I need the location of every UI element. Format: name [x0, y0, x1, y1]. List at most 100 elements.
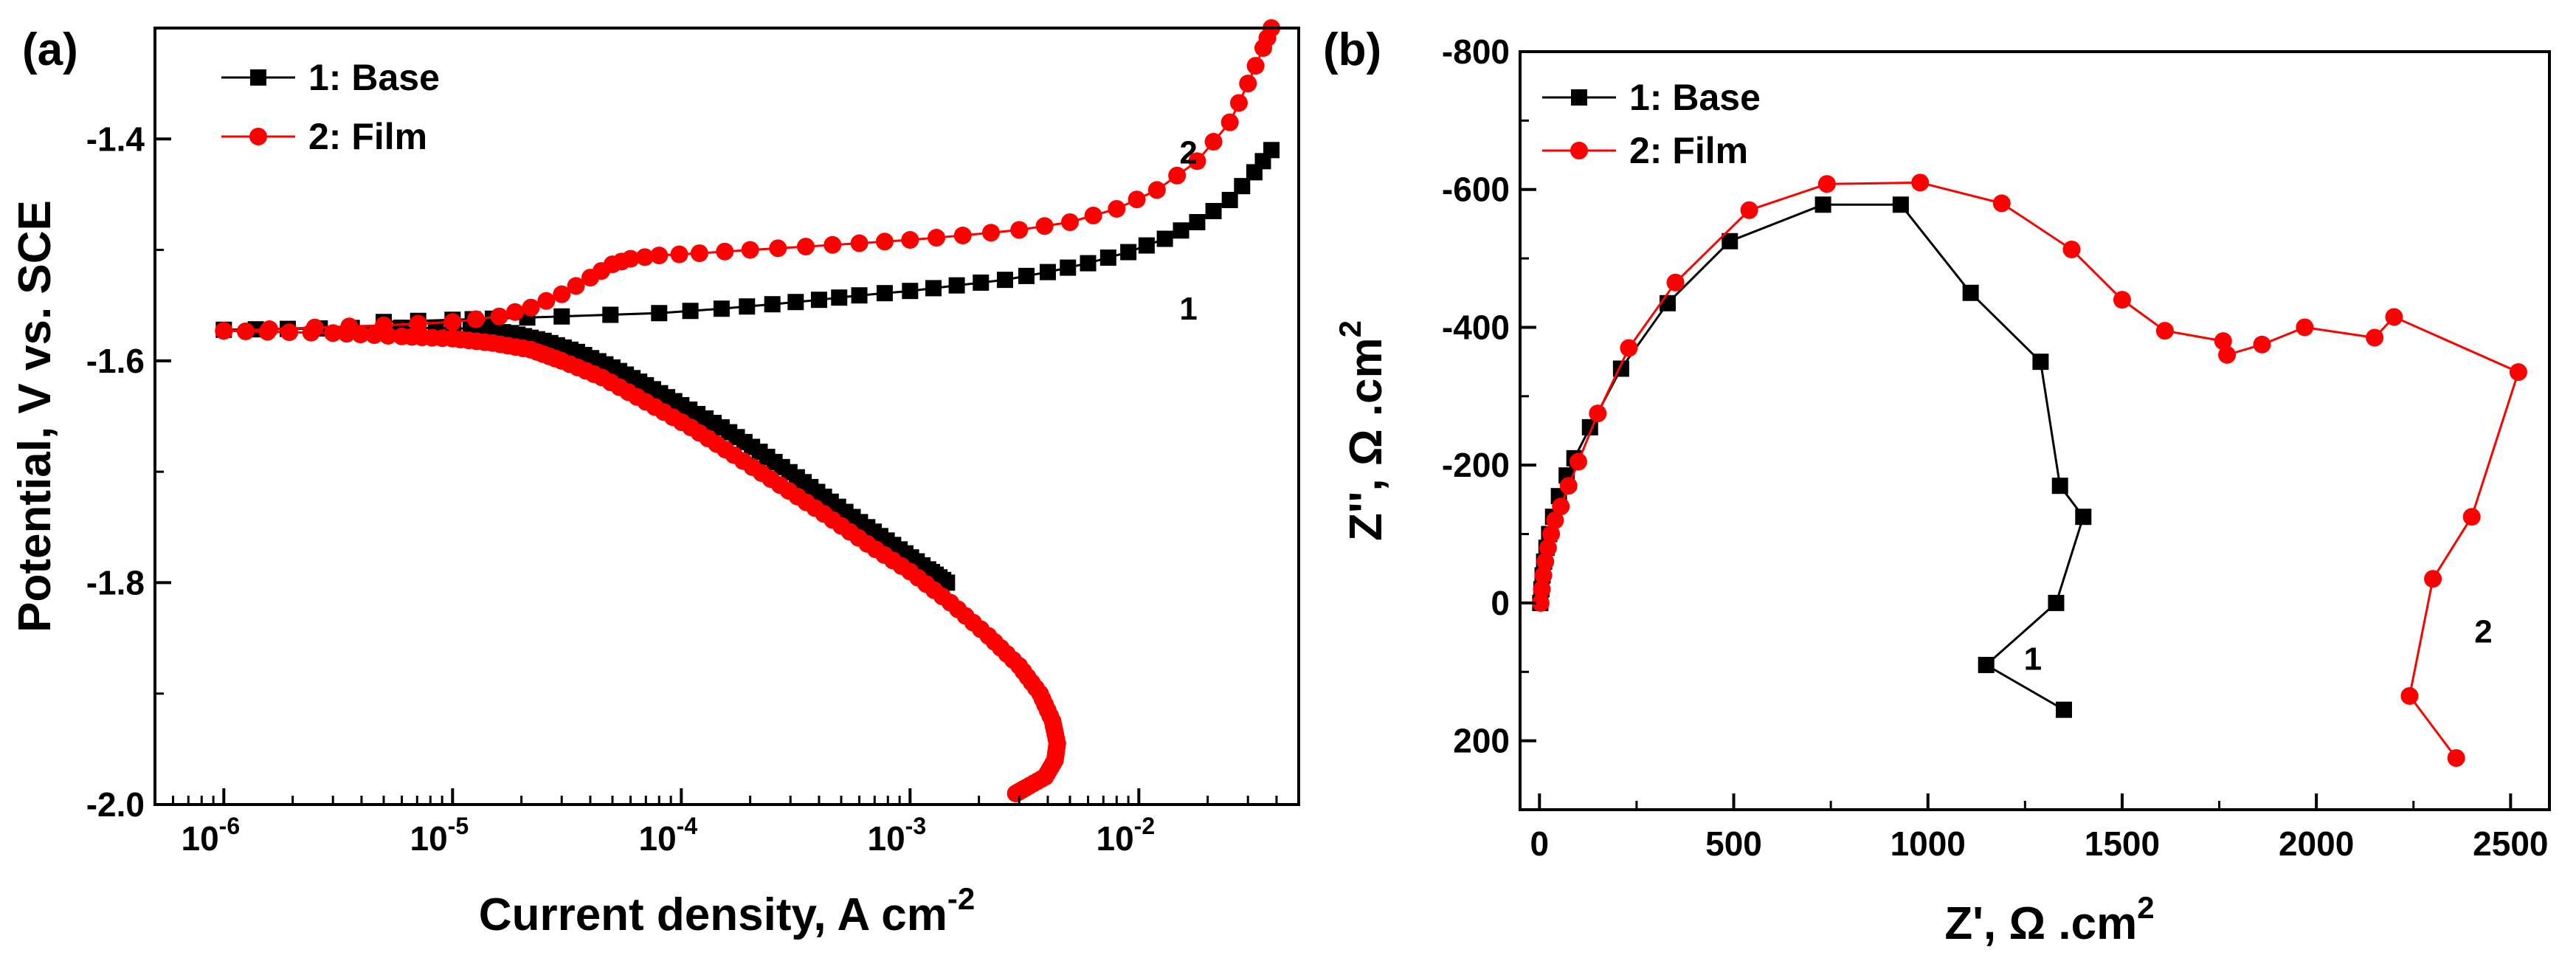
data-point [787, 294, 804, 311]
data-point [2509, 363, 2527, 382]
x-tick-label: 10-2 [1097, 813, 1156, 858]
data-point [1108, 199, 1126, 218]
series-a-0 [376, 142, 1280, 331]
curve-label: 2 [1179, 134, 1197, 170]
data-point [621, 249, 640, 268]
series-line [1539, 203, 2085, 711]
data-point [670, 245, 688, 264]
data-point [1035, 217, 1054, 235]
data-point [2218, 345, 2237, 364]
x-tick-label: 1500 [2085, 824, 2160, 863]
x-tick-label: 0 [1530, 824, 1550, 863]
data-point [739, 298, 756, 315]
data-point [925, 280, 942, 297]
x-axis-title: Z', Ω .cm2 [1944, 890, 2154, 949]
data-point [1234, 178, 1251, 195]
data-point [236, 322, 255, 340]
y-axis-title: Z'', Ω .cm2 [1333, 320, 1392, 541]
y-tick-label: -2.0 [86, 785, 145, 824]
legend-marker [1570, 142, 1588, 159]
y-tick-label: -800 [1442, 32, 1510, 71]
legend-a: 1: Base 2: Film [221, 57, 440, 157]
data-point [553, 285, 571, 303]
data-point [2062, 240, 2081, 258]
data-point [1156, 230, 1173, 247]
data-point [796, 238, 815, 256]
data-point [981, 224, 1000, 242]
data-point [337, 325, 356, 343]
data-point [2032, 354, 2049, 371]
data-point [1188, 152, 1206, 170]
data-point [2424, 570, 2442, 588]
data-point [2048, 594, 2065, 611]
data-point [850, 234, 869, 252]
series-a-3 [215, 322, 1066, 802]
data-point [1666, 273, 1685, 292]
data-point [741, 241, 759, 259]
data-point [379, 326, 397, 345]
data-point [1138, 237, 1155, 254]
data-point [823, 235, 842, 254]
data-point [1006, 784, 1025, 802]
data-point [953, 227, 972, 245]
data-point [2055, 701, 2072, 718]
data-point [1173, 222, 1189, 239]
x-axis-title-sup: -2 [947, 881, 975, 916]
series-line [383, 149, 1273, 323]
x-tick-exponent: -2 [1134, 813, 1155, 839]
panel-label-a: (a) [22, 24, 78, 75]
data-point [1911, 173, 1930, 192]
data-point [324, 324, 342, 342]
legend-b: 1: Base 2: Film [1542, 77, 1761, 171]
data-point [1246, 57, 1265, 75]
data-point [810, 292, 827, 309]
data-point [1533, 580, 1551, 599]
x-tick-base: 10 [410, 819, 448, 858]
legend-marker [1571, 89, 1587, 106]
data-point [1263, 142, 1280, 159]
data-point [1589, 404, 1607, 423]
x-tick-base: 10 [182, 819, 219, 858]
data-point [2214, 332, 2232, 351]
x-tick-exponent: -6 [219, 813, 240, 839]
x-tick-label: 10-5 [410, 813, 469, 858]
data-point [1552, 497, 1570, 516]
data-point [831, 289, 848, 306]
legend-marker [250, 69, 266, 86]
data-point [1205, 202, 1222, 219]
y-axis-title: Potential, V vs. SCE [10, 200, 61, 633]
data-point [2113, 291, 2131, 309]
data-point [2366, 328, 2384, 347]
data-point [1559, 477, 1578, 495]
data-point [1168, 166, 1187, 185]
y-tick-label: -200 [1442, 446, 1510, 484]
data-point [901, 231, 919, 249]
data-point [280, 323, 299, 342]
legend-entry: 1: Base [1629, 77, 1761, 118]
data-point [1039, 264, 1056, 280]
data-point [769, 239, 787, 258]
data-point [635, 248, 654, 266]
data-point [1147, 181, 1166, 199]
data-point [1189, 214, 1206, 230]
x-tick-exponent: -3 [905, 813, 926, 839]
data-point [1120, 244, 1137, 261]
data-point [1539, 539, 1557, 557]
x-tick-label: 500 [1705, 824, 1762, 863]
data-point [506, 303, 525, 321]
y-tick-label: -400 [1442, 308, 1510, 346]
data-point [948, 277, 965, 294]
y-axis-title-sup: 2 [1333, 320, 1367, 337]
data-point [2155, 322, 2174, 340]
data-point [764, 296, 781, 313]
x-axis-title-text: Current density, A cm [479, 889, 947, 940]
data-point [1084, 206, 1102, 224]
data-point [1740, 201, 1758, 219]
legend-entry: 2: Film [308, 116, 427, 157]
x-tick-label: 2000 [2279, 824, 2354, 863]
data-point [1061, 213, 1079, 231]
data-point [851, 287, 868, 304]
data-point [1229, 94, 1248, 112]
data-point [1239, 75, 1257, 93]
